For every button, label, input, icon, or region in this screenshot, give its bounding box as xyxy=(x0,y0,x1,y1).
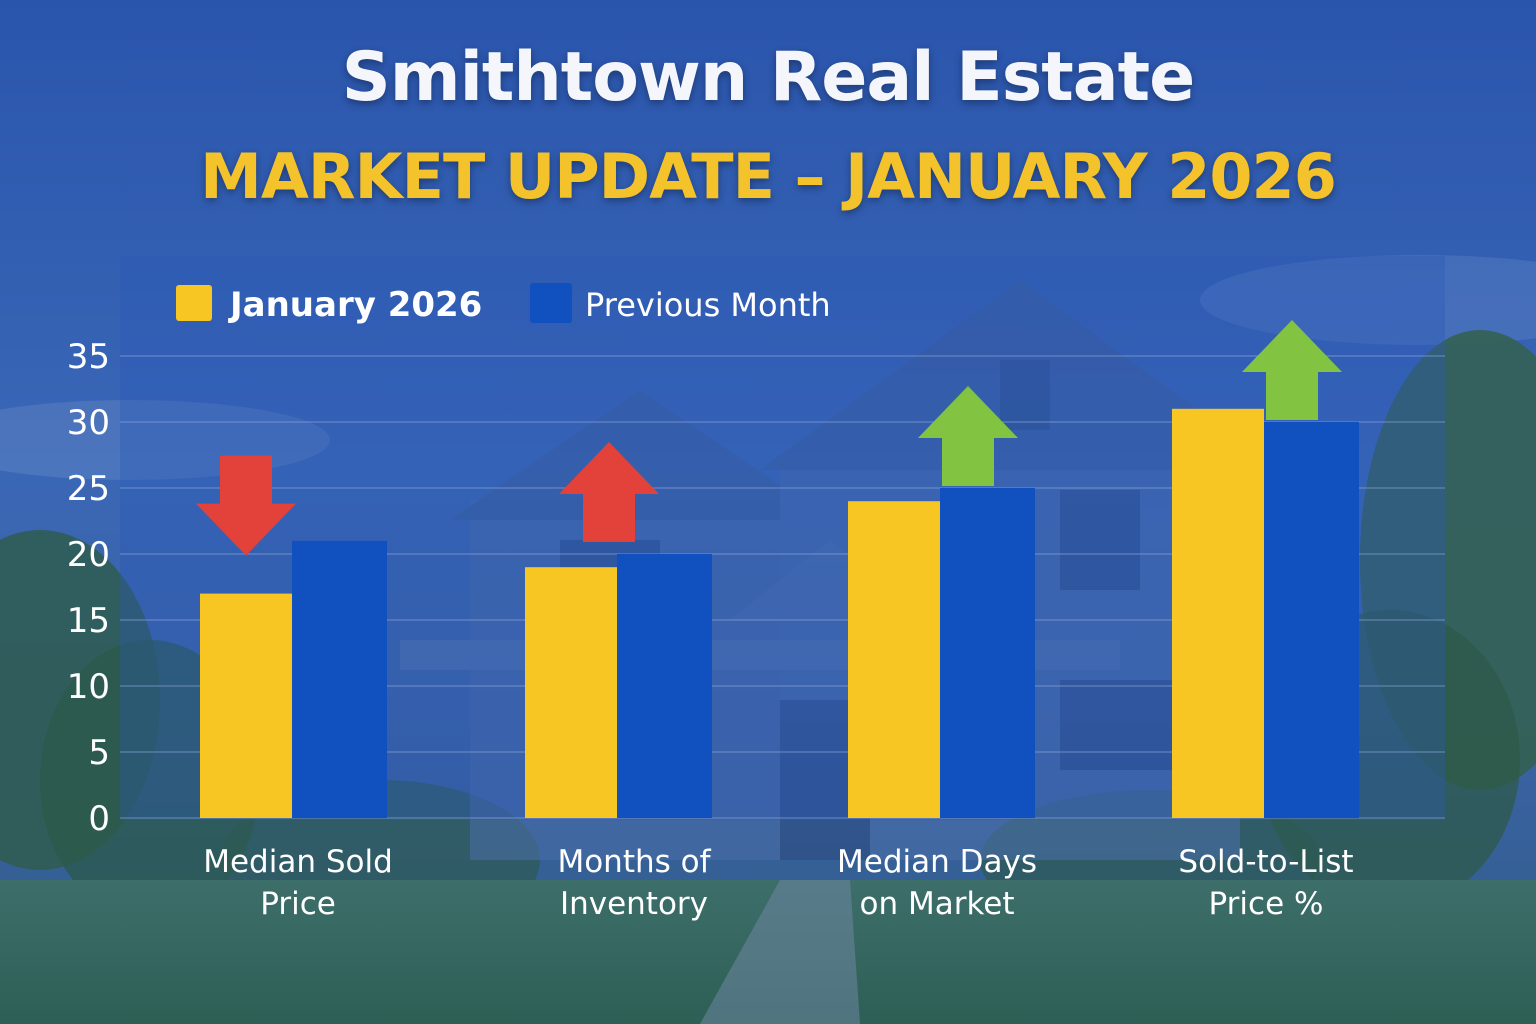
y-tick-label: 10 xyxy=(67,667,110,707)
y-tick-label: 0 xyxy=(88,799,110,839)
page-subtitle: MARKET UPDATE – JANUARY 2026 xyxy=(200,140,1337,213)
x-category-label: on Market xyxy=(859,886,1014,922)
legend-swatch-previous xyxy=(530,283,572,323)
bar-previous-month xyxy=(1264,422,1359,818)
x-category-label: Sold-to-List xyxy=(1178,844,1353,880)
legend: January 2026 Previous Month xyxy=(176,283,831,325)
x-category-label: Median Sold xyxy=(203,844,393,880)
trend-arrow-up-icon xyxy=(1242,320,1342,420)
y-tick-label: 15 xyxy=(67,601,110,641)
y-axis-ticks: 0 5 10 15 20 25 30 35 xyxy=(67,337,110,839)
trend-arrow-down-icon xyxy=(196,455,296,556)
legend-label-previous: Previous Month xyxy=(585,286,831,324)
x-axis-labels: Median Sold Price Months of Inventory Median… xyxy=(203,844,1353,922)
legend-swatch-january xyxy=(176,285,212,321)
y-tick-label: 35 xyxy=(67,337,110,377)
bar-january-2026 xyxy=(200,593,292,818)
bar-january-2026 xyxy=(525,567,617,818)
x-category-label: Months of xyxy=(557,844,711,880)
x-category-label: Price % xyxy=(1209,886,1324,922)
x-category-label: Price xyxy=(260,886,336,922)
y-tick-label: 25 xyxy=(67,469,110,509)
x-category-label: Inventory xyxy=(560,886,708,922)
bar-previous-month xyxy=(617,554,712,818)
trend-arrow-up-icon xyxy=(559,442,659,542)
trend-arrows xyxy=(196,320,1342,556)
y-tick-label: 30 xyxy=(67,403,110,443)
bar-january-2026 xyxy=(1172,408,1264,818)
legend-label-january: January 2026 xyxy=(228,285,482,325)
bars xyxy=(200,408,1359,818)
bar-previous-month xyxy=(940,488,1035,818)
bar-january-2026 xyxy=(848,501,940,818)
page-title: Smithtown Real Estate xyxy=(341,38,1195,117)
y-tick-label: 5 xyxy=(88,733,110,773)
y-tick-label: 20 xyxy=(67,535,110,575)
x-category-label: Median Days xyxy=(837,844,1037,880)
trend-arrow-up-icon xyxy=(918,386,1018,486)
bar-previous-month xyxy=(292,540,387,818)
